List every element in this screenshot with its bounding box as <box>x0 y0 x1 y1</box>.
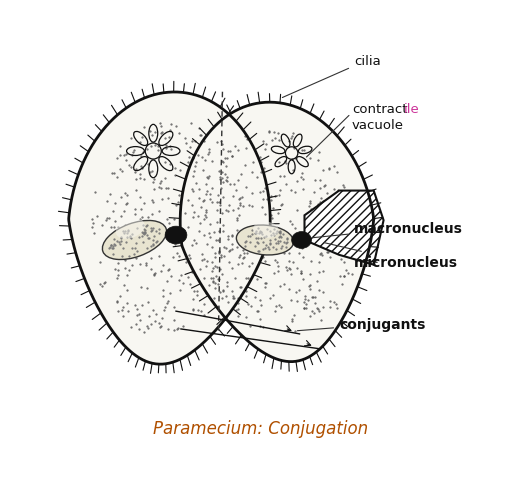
Text: cilia: cilia <box>282 55 381 98</box>
Polygon shape <box>69 93 270 364</box>
Ellipse shape <box>116 219 145 239</box>
Polygon shape <box>180 103 374 362</box>
Text: micronucleus: micronucleus <box>324 243 458 269</box>
Text: conjugants: conjugants <box>298 317 426 331</box>
Text: Paramecium: Conjugation: Paramecium: Conjugation <box>153 419 369 437</box>
Ellipse shape <box>292 232 311 249</box>
Text: vacuole: vacuole <box>352 119 404 132</box>
Text: macronucleus: macronucleus <box>312 222 463 238</box>
Ellipse shape <box>253 222 279 239</box>
Text: ile: ile <box>403 103 419 116</box>
Ellipse shape <box>236 226 293 255</box>
Text: contract: contract <box>352 103 407 116</box>
Ellipse shape <box>103 221 167 260</box>
Polygon shape <box>304 191 383 265</box>
Ellipse shape <box>165 227 187 244</box>
